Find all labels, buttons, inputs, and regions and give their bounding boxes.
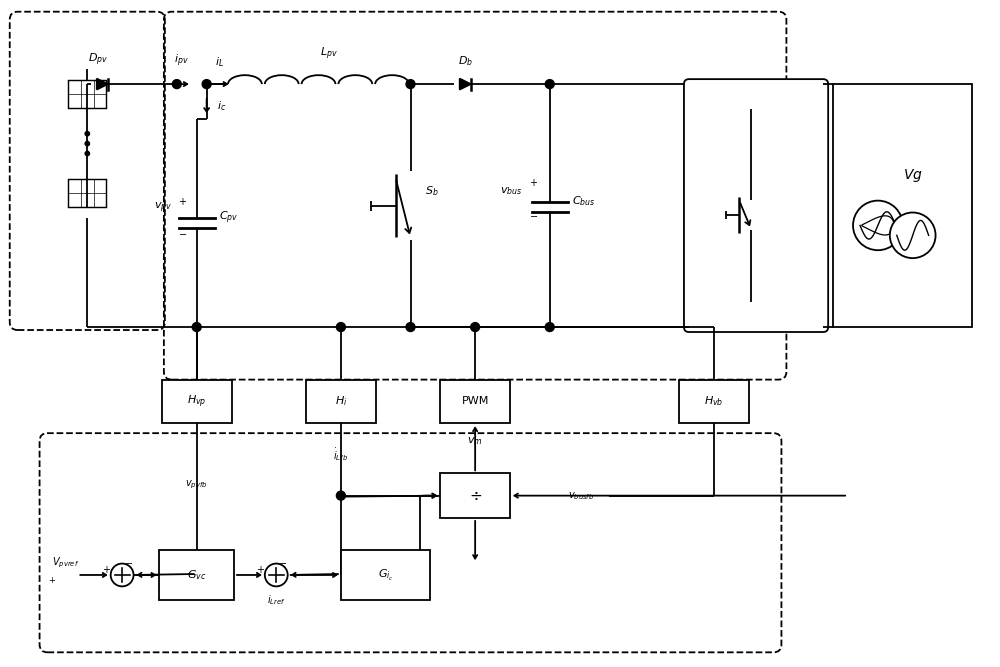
Text: $+$: $+$	[256, 564, 265, 574]
FancyBboxPatch shape	[679, 380, 749, 424]
Circle shape	[111, 564, 134, 586]
Text: $i_L$: $i_L$	[215, 55, 224, 69]
Text: $S_b$: $S_b$	[425, 184, 439, 197]
Text: $C_{bus}$: $C_{bus}$	[572, 193, 595, 207]
Text: $i_{Lref}$: $i_{Lref}$	[267, 593, 286, 606]
FancyBboxPatch shape	[159, 550, 234, 600]
Bar	[68, 80, 106, 108]
Text: $C_{pv}$: $C_{pv}$	[219, 209, 238, 226]
Text: $+$: $+$	[48, 575, 57, 585]
Circle shape	[265, 564, 288, 586]
Circle shape	[545, 323, 554, 331]
Polygon shape	[460, 79, 471, 89]
Text: $+$: $+$	[102, 564, 111, 574]
FancyBboxPatch shape	[440, 380, 510, 424]
Text: $+$: $+$	[178, 195, 187, 207]
Text: $D_{pv}$: $D_{pv}$	[88, 52, 108, 68]
Circle shape	[545, 79, 554, 89]
FancyBboxPatch shape	[833, 84, 972, 327]
Text: $v_{busfb}$: $v_{busfb}$	[568, 490, 594, 502]
Text: $-$: $-$	[124, 557, 133, 567]
Text: $-$: $-$	[278, 557, 287, 567]
Circle shape	[853, 201, 903, 250]
Text: $\div$: $\div$	[469, 488, 482, 503]
FancyBboxPatch shape	[162, 380, 232, 424]
Text: $i_c$: $i_c$	[217, 99, 226, 113]
Circle shape	[406, 323, 415, 331]
Text: $D_b$: $D_b$	[458, 55, 473, 68]
Text: $H_{vp}$: $H_{vp}$	[187, 394, 206, 410]
Text: $L_{pv}$: $L_{pv}$	[320, 46, 337, 62]
Circle shape	[85, 141, 89, 146]
Text: $-$: $-$	[529, 211, 538, 221]
Text: $G_{vc}$: $G_{vc}$	[187, 568, 206, 582]
Bar	[68, 179, 106, 207]
FancyBboxPatch shape	[440, 474, 510, 518]
FancyBboxPatch shape	[684, 79, 828, 332]
Text: $v_{pv}$: $v_{pv}$	[154, 201, 172, 215]
Circle shape	[336, 491, 345, 500]
Text: $v_{pvfb}$: $v_{pvfb}$	[185, 478, 208, 491]
Text: $\dot{i}_{Lfb}$: $\dot{i}_{Lfb}$	[333, 446, 348, 464]
Text: $V_{pvref}$: $V_{pvref}$	[52, 556, 80, 570]
Circle shape	[406, 79, 415, 89]
Circle shape	[471, 323, 480, 331]
Text: $Vg$: $Vg$	[868, 167, 888, 184]
Circle shape	[336, 323, 345, 331]
Text: $H_i$: $H_i$	[335, 394, 347, 408]
Text: $Vg$: $Vg$	[903, 167, 923, 184]
FancyBboxPatch shape	[341, 550, 430, 600]
Text: $-$: $-$	[178, 228, 187, 238]
Circle shape	[85, 131, 89, 136]
Circle shape	[192, 323, 201, 331]
Text: $v_m$: $v_m$	[467, 435, 483, 447]
FancyBboxPatch shape	[306, 380, 376, 424]
Text: $v_{bus}$: $v_{bus}$	[500, 185, 522, 197]
Text: $G_{i_c}$: $G_{i_c}$	[378, 568, 393, 582]
Text: $+$: $+$	[529, 177, 538, 188]
Polygon shape	[97, 79, 108, 89]
Text: $H_{vb}$: $H_{vb}$	[704, 394, 724, 408]
Text: $i_{pv}$: $i_{pv}$	[174, 53, 189, 69]
Circle shape	[202, 79, 211, 89]
Circle shape	[85, 151, 89, 155]
Text: PWM: PWM	[461, 396, 489, 406]
Circle shape	[890, 213, 936, 258]
Circle shape	[172, 79, 181, 89]
